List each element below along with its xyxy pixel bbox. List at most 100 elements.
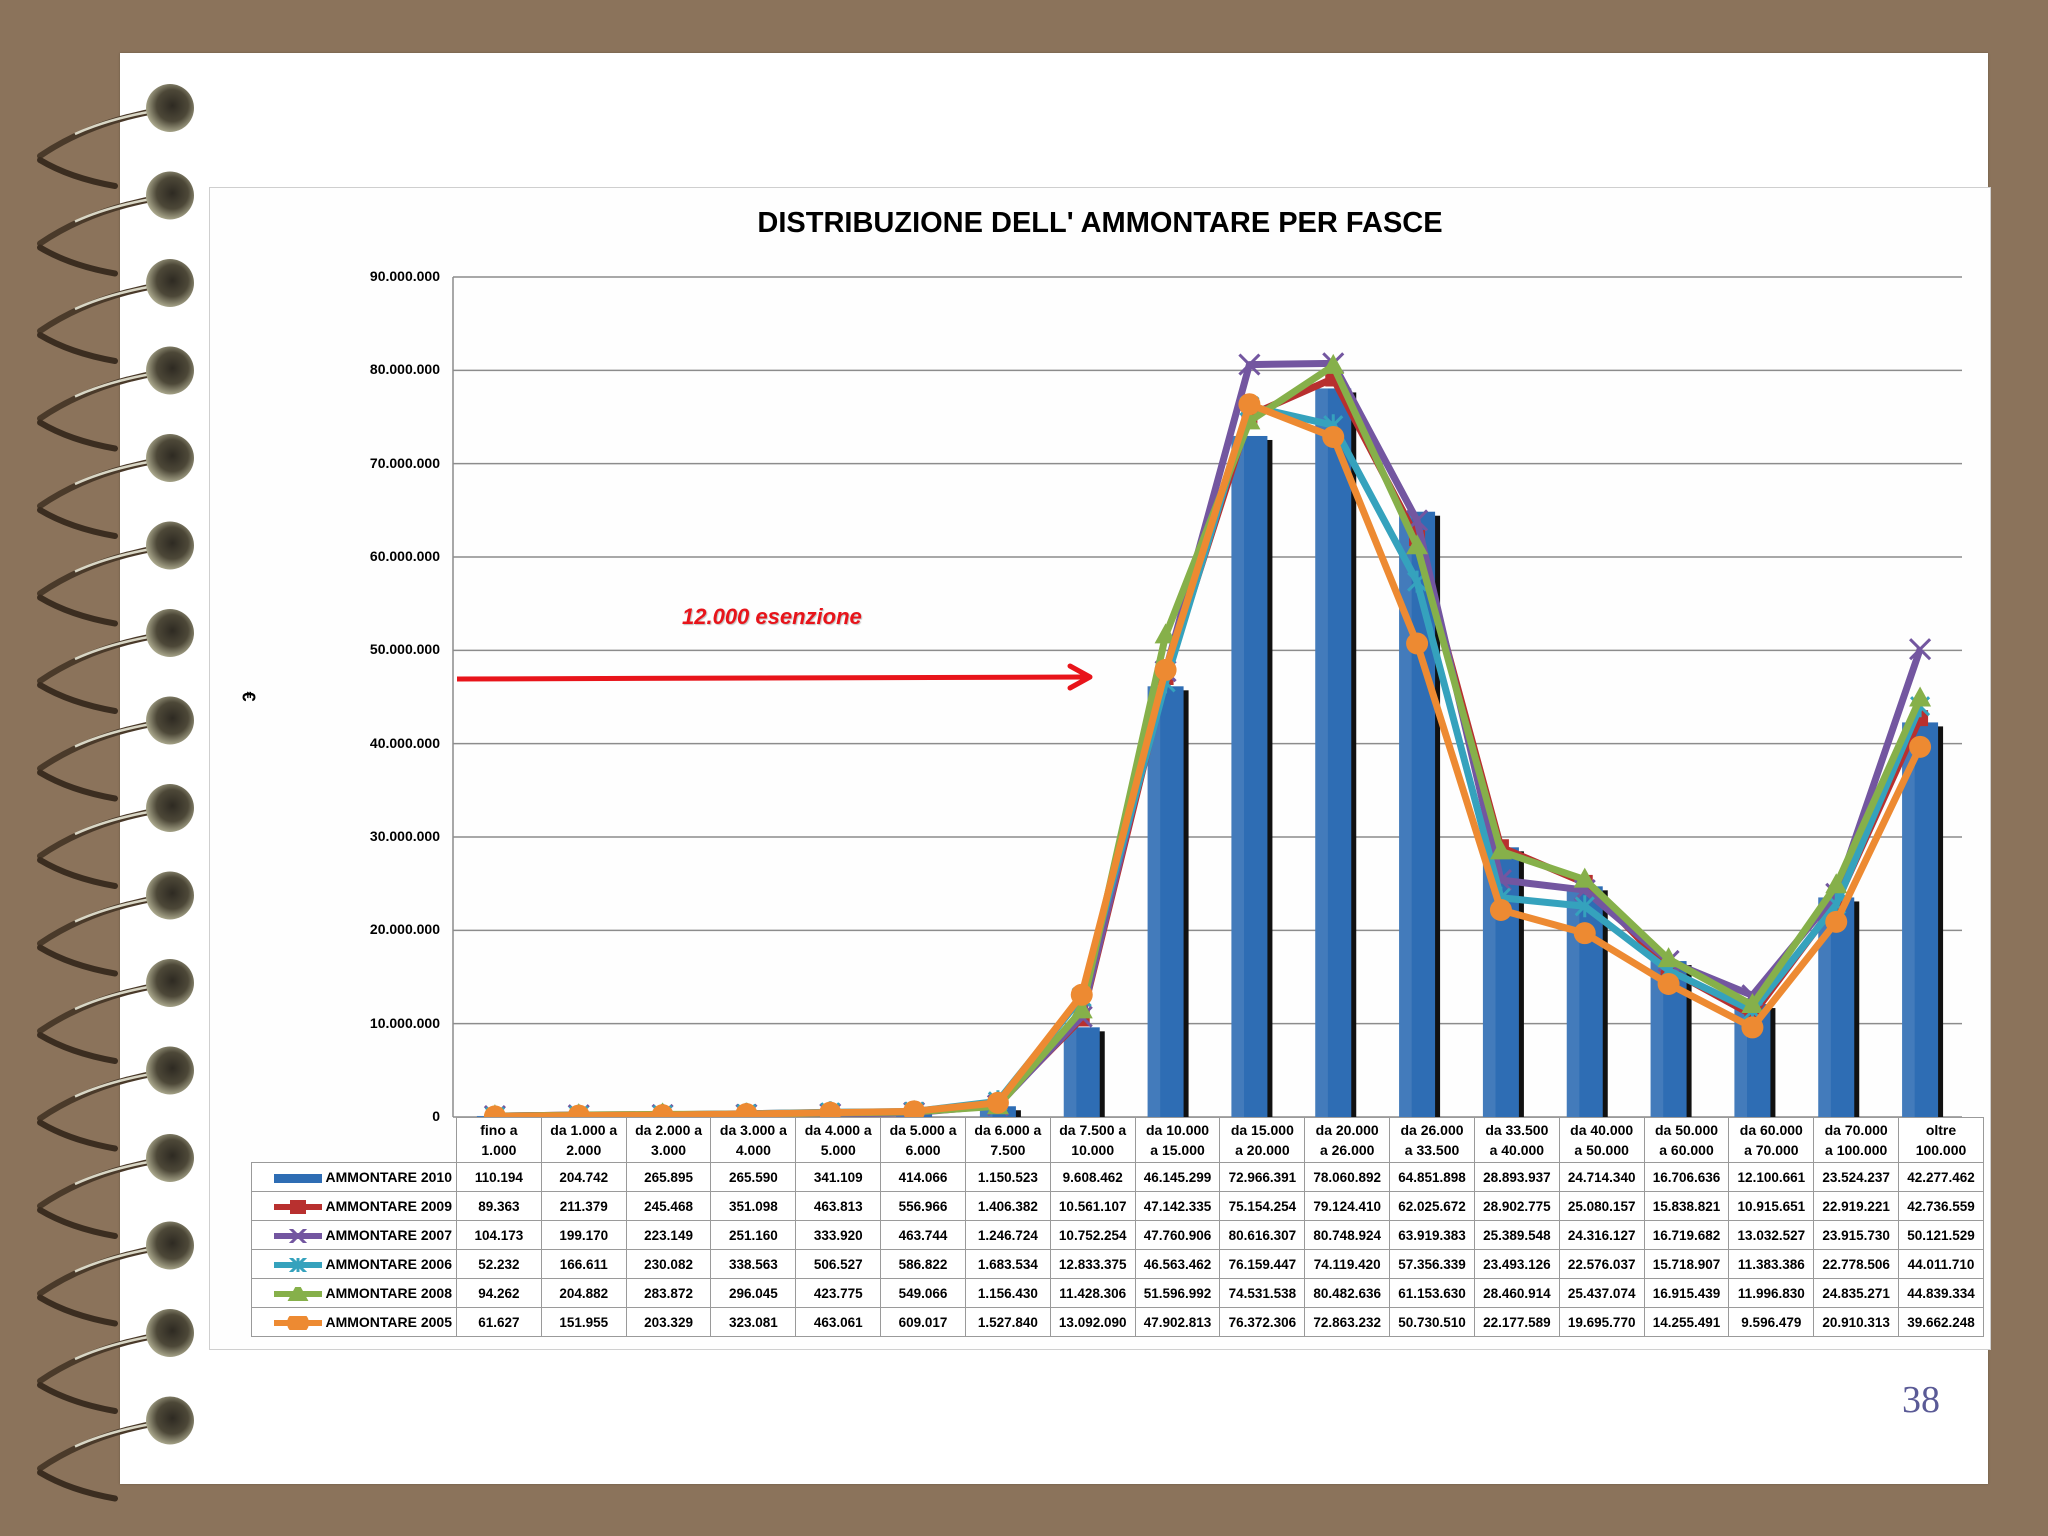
table-cell: 12.100.661 [1728,1162,1815,1192]
table-cell: 72.863.232 [1304,1307,1391,1337]
table-cell: 80.748.924 [1304,1220,1391,1250]
table-cell: 10.561.107 [1049,1191,1136,1221]
table-cell: 76.372.306 [1219,1307,1306,1337]
table-cell: 230.082 [625,1249,712,1279]
table-cell: 57.356.339 [1389,1249,1475,1279]
table-cell: 1.406.382 [964,1191,1051,1221]
table-cell: 338.563 [710,1249,797,1279]
legend-entry: AMMONTARE 2006 [251,1249,457,1279]
category-header: oltre 100.000 [1898,1117,1984,1163]
category-header: da 2.000 a 3.000 [625,1117,712,1163]
table-cell: 44.839.334 [1898,1278,1984,1308]
spiral-ring-icon [37,784,194,889]
table-cell: 10.915.651 [1728,1191,1815,1221]
table-cell: 15.718.907 [1643,1249,1730,1279]
table-cell: 199.170 [540,1220,627,1250]
table-row: AMMONTARE 2009 89.363 211.379 245.468 351.09… [251,1191,1984,1221]
table-cell: 46.145.299 [1134,1162,1221,1192]
table-cell: 78.060.892 [1304,1162,1391,1192]
legend-key-icon [274,1200,323,1215]
spiral-ring-icon [37,959,194,1064]
spiral-ring-icon [37,346,194,452]
legend-entry: AMMONTARE 2005 [251,1307,457,1337]
bar-2010 [1399,511,1441,1118]
table-cell: 211.379 [540,1191,627,1221]
table-cell: 61.153.630 [1389,1278,1475,1308]
table-cell: 1.527.840 [964,1307,1051,1337]
bar-2010 [1063,1027,1105,1117]
table-cell: 16.915.439 [1643,1278,1730,1308]
y-tick-label: 30.000.000 [369,828,440,844]
y-tick-label: 70.000.000 [369,454,440,471]
table-cell: 296.045 [710,1278,797,1308]
category-header: da 10.000 a 15.000 [1134,1117,1221,1163]
table-cell: 62.025.672 [1389,1191,1475,1221]
spiral-ring-icon [37,1309,194,1414]
table-cell: 22.177.589 [1473,1307,1560,1337]
category-header: da 15.000 a 20.000 [1219,1117,1306,1163]
y-tick-label: 10.000.000 [369,1014,440,1031]
bar-2010 [1902,722,1944,1117]
y-tick-label: 90.000.000 [369,268,440,284]
y-tick-label: 80.000.000 [369,361,440,378]
table-cell: 556.966 [880,1191,966,1221]
legend-entry: AMMONTARE 2007 [251,1220,457,1250]
table-cell: 549.066 [880,1278,966,1308]
table-cell: 47.142.335 [1134,1191,1221,1221]
spiral-ring-icon [37,696,194,802]
y-tick-label: 20.000.000 [369,921,440,938]
table-cell: 24.835.271 [1813,1278,1900,1308]
table-cell: 11.383.386 [1728,1249,1815,1279]
category-header: da 26.000 a 33.500 [1389,1117,1475,1163]
table-cell: 28.893.937 [1473,1162,1560,1192]
table-cell: 28.902.775 [1473,1191,1560,1221]
table-cell: 94.262 [456,1278,542,1308]
legend-key-icon [274,1174,323,1184]
table-row: AMMONTARE 2005 61.627 151.955 203.329 323.08… [251,1307,1984,1337]
line-series-2009 [486,370,1929,1125]
legend-entry: AMMONTARE 2010 [251,1162,457,1192]
table-cell: 463.744 [880,1220,966,1250]
legend-key-icon [274,1229,323,1244]
table-cell: 265.590 [710,1162,797,1192]
table-cell: 1.156.430 [964,1278,1051,1308]
legend-entry: AMMONTARE 2008 [251,1278,457,1308]
category-header: da 70.000 a 100.000 [1813,1117,1900,1163]
table-cell: 10.752.254 [1049,1220,1136,1250]
table-cell: 80.616.307 [1219,1220,1306,1250]
table-cell: 75.154.254 [1219,1191,1306,1221]
category-header: da 4.000 a 5.000 [795,1117,882,1163]
table-cell: 22.778.506 [1813,1249,1900,1279]
table-cell: 50.730.510 [1389,1307,1475,1337]
table-cell: 16.706.636 [1643,1162,1730,1192]
bar-2010 [1231,435,1273,1117]
spiral-ring-icon [37,1396,194,1502]
legend-key-icon [274,1316,323,1331]
bar-2010 [1147,686,1189,1117]
table-cell: 13.092.090 [1049,1307,1136,1337]
table-cell: 11.996.830 [1728,1278,1815,1308]
table-cell: 46.563.462 [1134,1249,1221,1279]
table-cell: 12.833.375 [1049,1249,1136,1279]
y-tick-label: 60.000.000 [369,548,440,564]
table-cell: 463.813 [795,1191,882,1221]
table-cell: 341.109 [795,1162,882,1192]
table-cell: 16.719.682 [1643,1220,1730,1250]
category-header: da 5.000 a 6.000 [880,1117,966,1163]
table-cell: 25.437.074 [1558,1278,1645,1308]
y-tick-label: 50.000.000 [369,641,440,658]
spiral-ring-icon [37,259,194,364]
category-header: da 6.000 a 7.500 [964,1117,1051,1163]
category-header: da 1.000 a 2.000 [540,1117,627,1163]
table-cell: 151.955 [540,1307,627,1337]
category-header: da 40.000 a 50.000 [1558,1117,1645,1163]
table-cell: 89.363 [456,1191,542,1221]
annotation-arrow-icon [456,663,1093,691]
spiral-ring-icon [37,521,194,627]
table-cell: 52.232 [456,1249,542,1279]
table-cell: 265.895 [625,1162,712,1192]
table-cell: 25.389.548 [1473,1220,1560,1250]
table-cell: 1.150.523 [964,1162,1051,1192]
table-cell: 74.531.538 [1219,1278,1306,1308]
spiral-ring-icon [37,171,194,277]
